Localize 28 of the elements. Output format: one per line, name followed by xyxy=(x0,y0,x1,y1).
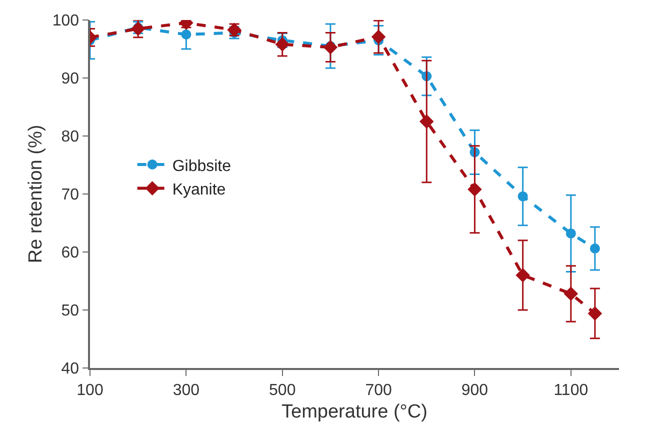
point xyxy=(588,306,602,321)
point xyxy=(518,191,528,202)
y-tick-label: 40 xyxy=(61,360,80,378)
point xyxy=(371,30,386,44)
x-axis-title: Temperature (°C) xyxy=(282,401,428,422)
legend-label: Gibbsite xyxy=(172,158,232,175)
point xyxy=(516,268,530,282)
x-tick-label: 500 xyxy=(269,382,296,399)
point xyxy=(566,228,576,238)
point xyxy=(419,114,434,129)
x-tick-label: 100 xyxy=(76,382,104,399)
legend-label: Kyanite xyxy=(172,182,226,199)
point xyxy=(468,182,482,197)
x-tick-label: 700 xyxy=(365,382,392,399)
x-tick-label: 1100 xyxy=(554,382,588,399)
y-axis-title: Re retention (%) xyxy=(26,124,46,264)
x-tick-label: 900 xyxy=(461,382,488,399)
y-tick-label: 80 xyxy=(61,128,80,146)
y-tick-label: 90 xyxy=(61,70,80,88)
point xyxy=(181,30,192,40)
y-tick-label: 50 xyxy=(61,302,80,320)
y-tick-label: 60 xyxy=(61,244,80,262)
y-tick-label: 70 xyxy=(61,186,80,204)
x-tick-label: 300 xyxy=(172,382,200,399)
point xyxy=(590,244,600,254)
y-tick-label: 100 xyxy=(52,12,80,30)
point xyxy=(564,286,578,301)
point xyxy=(323,40,338,54)
